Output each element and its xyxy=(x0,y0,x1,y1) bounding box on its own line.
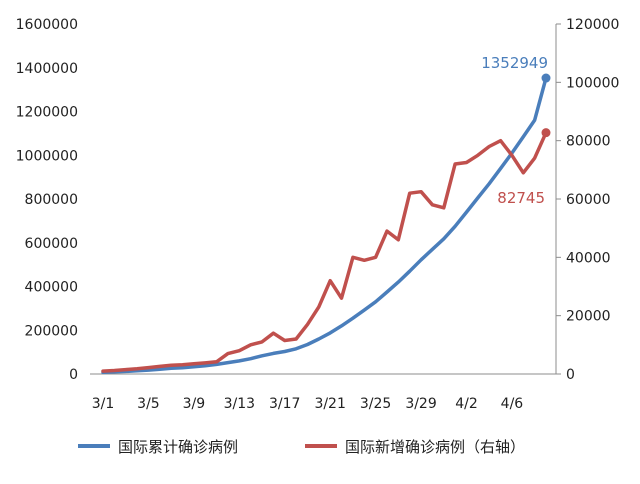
left-tick-label: 0 xyxy=(69,367,78,383)
x-tick-label: 3/25 xyxy=(360,396,391,412)
series-end-label-1: 82745 xyxy=(497,189,545,207)
x-tick-label: 3/21 xyxy=(314,396,345,412)
left-tick-label: 1200000 xyxy=(16,105,78,121)
left-tick-label: 400000 xyxy=(25,280,78,296)
legend-label-0: 国际累计确诊病例 xyxy=(118,438,238,456)
x-tick-label: 3/5 xyxy=(137,396,160,412)
right-tick-label: 0 xyxy=(566,367,575,383)
right-tick-label: 60000 xyxy=(566,192,611,208)
right-tick-label: 40000 xyxy=(566,250,611,266)
right-axis-ticks: 0 20000 40000 60000 80000 100000 120000 xyxy=(556,17,619,383)
left-tick-label: 600000 xyxy=(25,236,78,252)
left-tick-label: 800000 xyxy=(25,192,78,208)
left-tick-label: 1000000 xyxy=(16,148,78,164)
right-tick-label: 20000 xyxy=(566,309,611,325)
x-axis-ticks: 3/1 3/5 3/9 3/13 3/17 3/21 3/25 3/29 4/2 4/6 xyxy=(92,396,524,412)
right-tick-label: 100000 xyxy=(566,75,619,91)
x-tick-label: 3/17 xyxy=(269,396,300,412)
right-tick-label: 80000 xyxy=(566,134,611,150)
x-tick-label: 4/6 xyxy=(501,396,524,412)
right-tick-label: 120000 xyxy=(566,17,619,33)
x-tick-label: 3/9 xyxy=(183,396,206,412)
left-tick-label: 1600000 xyxy=(16,17,78,33)
series-end-label-0: 1352949 xyxy=(481,54,548,72)
legend: 国际累计确诊病例 国际新增确诊病例（右轴） xyxy=(78,438,525,456)
x-tick-label: 3/29 xyxy=(405,396,436,412)
left-tick-label: 200000 xyxy=(25,323,78,339)
series-layer xyxy=(101,73,551,375)
end-labels: 1352949 82745 xyxy=(481,54,548,207)
series-end-point-1 xyxy=(541,128,551,138)
x-tick-label: 3/13 xyxy=(224,396,255,412)
legend-label-1: 国际新增确诊病例（右轴） xyxy=(345,438,525,456)
left-tick-label: 1400000 xyxy=(16,61,78,77)
series-line-1 xyxy=(101,130,548,373)
series-line-0 xyxy=(101,76,548,375)
left-axis-ticks: 0 200000 400000 600000 800000 1000000 1200000 1… xyxy=(16,17,78,383)
series-end-point-0 xyxy=(541,73,551,83)
x-tick-label: 3/1 xyxy=(92,396,115,412)
x-tick-label: 4/2 xyxy=(455,396,478,412)
